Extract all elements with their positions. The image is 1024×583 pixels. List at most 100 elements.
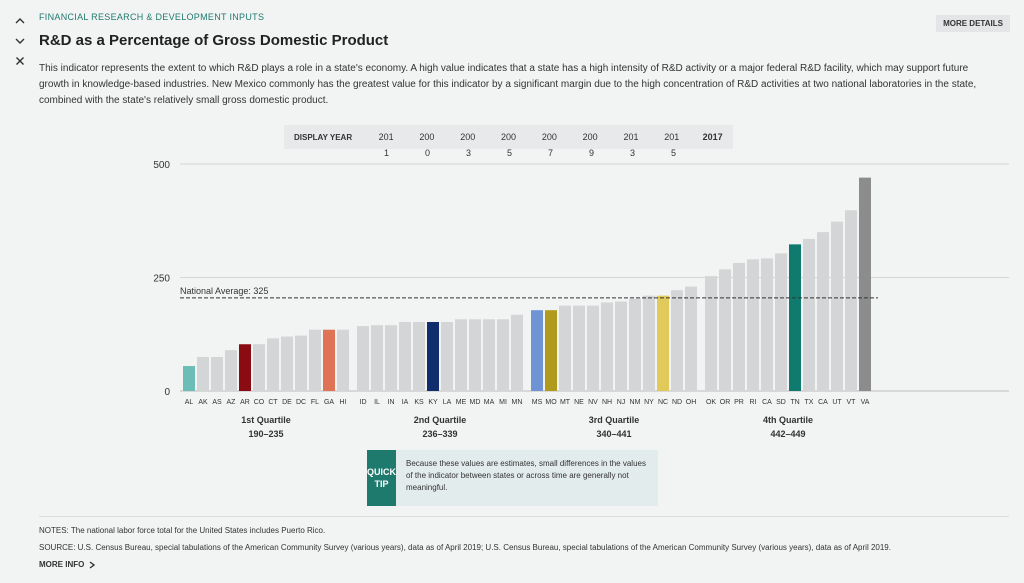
bar-nj[interactable]	[615, 301, 627, 391]
bar-ct[interactable]	[267, 338, 279, 391]
x-tick-label: IN	[388, 399, 395, 406]
bar-me[interactable]	[455, 319, 467, 391]
x-tick-label: MO	[545, 399, 557, 406]
bar-nv[interactable]	[587, 305, 599, 391]
bar-al[interactable]	[183, 366, 195, 391]
bar-nh[interactable]	[601, 302, 613, 391]
bar-vt[interactable]	[845, 210, 857, 391]
bar-ny[interactable]	[643, 295, 655, 391]
bar-or[interactable]	[719, 269, 731, 391]
bar-ca[interactable]	[761, 258, 773, 391]
indicator-description: This indicator represents the extent to …	[39, 63, 977, 106]
bar-ok[interactable]	[705, 276, 717, 391]
more-details-button[interactable]: MORE DETAILS	[936, 15, 1010, 32]
bar-ma[interactable]	[483, 319, 495, 391]
section-kicker: FINANCIAL RESEARCH & DEVELOPMENT INPUTS	[39, 12, 265, 22]
more-info-link[interactable]: MORE INFO	[39, 560, 96, 569]
x-tick-label: MI	[499, 399, 507, 406]
bar-ks[interactable]	[413, 321, 425, 391]
bar-ak[interactable]	[197, 356, 209, 391]
year-suffix[interactable]: 0	[424, 148, 430, 158]
year-suffix[interactable]: 7	[547, 148, 553, 158]
bar-ga[interactable]	[323, 329, 335, 391]
quartile-name: 3rd Quartile	[589, 415, 640, 425]
bar-ky[interactable]	[427, 321, 439, 391]
bar-ca[interactable]	[817, 232, 829, 391]
bar-nd[interactable]	[671, 290, 683, 391]
bar-dc[interactable]	[295, 335, 307, 391]
bar-mi[interactable]	[497, 319, 509, 391]
bar-il[interactable]	[371, 325, 383, 391]
quartile-range: 340–441	[596, 429, 631, 439]
bar-tx[interactable]	[803, 238, 815, 391]
bar-ms[interactable]	[531, 310, 543, 391]
chevron-right-icon	[89, 560, 96, 569]
x-tick-label: HI	[340, 399, 347, 406]
bar-fl[interactable]	[309, 329, 321, 391]
bar-ri[interactable]	[747, 259, 759, 391]
year-suffix[interactable]: 5	[670, 148, 676, 158]
bar-as[interactable]	[211, 356, 223, 391]
x-tick-label: TN	[790, 399, 799, 406]
quartile-name: 1st Quartile	[241, 415, 291, 425]
bar-in[interactable]	[385, 325, 397, 391]
x-tick-label: ND	[672, 399, 682, 406]
year-selector-label: DISPLAY YEAR	[294, 132, 353, 142]
chevron-down-icon[interactable]	[10, 32, 30, 50]
bar-id[interactable]	[357, 326, 369, 391]
chevron-up-icon[interactable]	[10, 12, 30, 30]
bar-mo[interactable]	[545, 310, 557, 391]
year-suffix[interactable]: 9	[588, 148, 594, 158]
bar-la[interactable]	[441, 321, 453, 391]
bar-mt[interactable]	[559, 305, 571, 391]
x-tick-label: AL	[185, 399, 194, 406]
bar-az[interactable]	[225, 350, 237, 391]
bar-tn[interactable]	[789, 244, 801, 391]
bar-va[interactable]	[859, 177, 871, 391]
bar-md[interactable]	[469, 319, 481, 391]
bar-nm[interactable]	[629, 298, 641, 391]
x-tick-label: FL	[311, 399, 319, 406]
year-option-selected[interactable]: 2017	[702, 132, 723, 142]
quartile-name: 2nd Quartile	[414, 415, 467, 425]
year-option[interactable]: 200	[541, 132, 557, 142]
state-bar-chart: 0 250 500 AL AK AS AZ AR CO CT DE DC FL GA HI 1st Quart…	[153, 160, 1009, 439]
year-suffix[interactable]: 1	[383, 148, 389, 158]
nav-controls	[10, 12, 30, 70]
bar-pr[interactable]	[733, 262, 745, 391]
year-suffix[interactable]: 3	[629, 148, 635, 158]
bar-hi[interactable]	[337, 329, 349, 391]
bar-ut[interactable]	[831, 221, 843, 391]
bar-mn[interactable]	[511, 314, 523, 391]
x-tick-label: UT	[832, 399, 842, 406]
x-tick-label: PR	[734, 399, 744, 406]
notes-text: NOTES: The national labor force total fo…	[39, 526, 326, 535]
bar-co[interactable]	[253, 344, 265, 391]
bar-sd[interactable]	[775, 253, 787, 391]
bar-ar[interactable]	[239, 344, 251, 391]
year-option[interactable]: 200	[582, 132, 598, 142]
year-option[interactable]: 200	[501, 132, 517, 142]
year-option[interactable]: 201	[623, 132, 639, 142]
year-option[interactable]: 201	[378, 132, 394, 142]
x-tick-label: RI	[750, 399, 757, 406]
bar-ne[interactable]	[573, 305, 585, 391]
bar-ia[interactable]	[399, 321, 411, 391]
bar-nc[interactable]	[657, 295, 669, 391]
x-tick-label: AZ	[227, 399, 237, 406]
quick-tip-label: QUICK TIP	[367, 450, 396, 506]
year-option[interactable]: 201	[664, 132, 680, 142]
year-option[interactable]: 200	[460, 132, 476, 142]
year-option[interactable]: 200	[419, 132, 435, 142]
x-tick-label: IL	[374, 399, 380, 406]
x-tick-label: DE	[282, 399, 292, 406]
x-tick-label: CA	[818, 399, 828, 406]
year-suffix[interactable]: 3	[465, 148, 471, 158]
x-tick-label: TX	[805, 399, 814, 406]
x-tick-label: DC	[296, 399, 306, 406]
bar-oh[interactable]	[685, 286, 697, 391]
bar-de[interactable]	[281, 336, 293, 391]
quick-tip-text: Because these values are estimates, smal…	[406, 459, 646, 492]
close-icon[interactable]	[10, 52, 30, 70]
year-suffix[interactable]: 5	[506, 148, 512, 158]
